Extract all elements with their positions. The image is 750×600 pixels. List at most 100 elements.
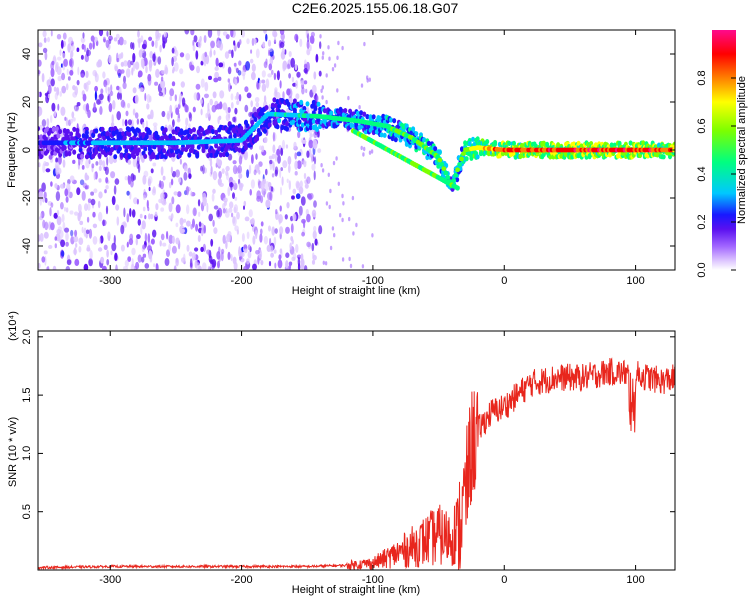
spectrogram-noise-cell — [66, 259, 72, 266]
spectrogram-noise-cell — [294, 171, 298, 176]
spectrogram-band-cell — [39, 134, 44, 140]
spectrogram-band-cell — [196, 144, 201, 150]
spectrogram-noise-cell — [279, 205, 282, 212]
spectrogram-noise-cell — [310, 153, 314, 163]
spectrogram-noise-cell — [217, 30, 221, 37]
spectrogram-band-cell — [122, 135, 127, 141]
colorbar-tick-label: 0.8 — [696, 70, 708, 85]
spectrogram-noise-cell — [160, 233, 165, 241]
spectrogram-noise-cell — [122, 221, 126, 227]
spectrogram-noise-cell — [210, 165, 213, 175]
spectrogram-noise-cell — [255, 48, 260, 59]
spectrogram-band-cell — [485, 139, 490, 145]
spectrogram-band-cell — [217, 146, 222, 152]
spectrogram-noise-cell — [113, 185, 117, 195]
spectrogram-noise-cell — [296, 151, 302, 157]
spectrogram-noise-cell — [62, 32, 67, 40]
spectrogram-noise-cell — [175, 222, 179, 228]
spectrogram-noise-cell — [233, 62, 237, 67]
spectrogram-band-cell — [378, 116, 382, 122]
spectrogram-noise-cell — [110, 90, 114, 96]
spectrogram-noise-cell — [250, 100, 253, 108]
spectrogram-noise-cell — [98, 159, 103, 166]
spectrogram-noise-cell — [206, 108, 211, 118]
spectrogram-noise-cell — [285, 144, 289, 149]
spectrogram-noise-cell — [160, 76, 164, 82]
snr-x-tick-label: 100 — [626, 574, 644, 586]
spectrogram-band-cell — [253, 116, 258, 122]
spectrogram-noise-cell — [174, 94, 177, 102]
spectrogram-y-tick-label: 20 — [21, 96, 33, 108]
spectrogram-noise-cell — [136, 118, 140, 125]
spectrogram-noise-cell — [144, 263, 150, 269]
spectrogram-band-cell — [264, 105, 269, 111]
spectrogram-band-cell — [100, 126, 105, 132]
spectrogram-noise-cell — [114, 252, 118, 261]
spectrogram-band-cell — [65, 128, 70, 134]
spectrogram-noise-cell — [95, 161, 99, 166]
spectrogram-band-cell — [179, 129, 184, 136]
spectrogram-noise-cell — [195, 223, 199, 232]
spectrogram-noise-cell — [112, 100, 116, 110]
spectrogram-band-cell — [239, 128, 244, 134]
spectrogram-noise-cell — [92, 223, 98, 229]
spectrogram-noise-cell — [285, 260, 289, 269]
spectrogram-noise-cell — [225, 165, 230, 172]
spectrogram-band-cell — [292, 107, 297, 113]
spectrogram-noise-cell — [220, 251, 224, 262]
spectrogram-noise-cell — [269, 57, 274, 65]
spectrogram-noise-cell — [258, 161, 263, 167]
spectrogram-ridge-cell — [459, 156, 464, 162]
spectrogram-band-cell — [218, 152, 223, 158]
spectrogram-noise-cell — [267, 73, 273, 78]
spectrogram-noise-cell — [157, 33, 162, 38]
spectrogram-noise-cell — [147, 73, 152, 82]
spectrogram-noise-cell — [148, 36, 153, 41]
spectrogram-noise-cell — [179, 158, 182, 165]
spectrogram-noise-cell — [93, 36, 98, 42]
spectrogram-band-cell — [426, 140, 431, 146]
spectrogram-band-cell — [285, 126, 289, 132]
spectrogram-band-cell — [45, 126, 50, 132]
spectrogram-band-cell — [147, 129, 152, 135]
spectrogram-noise-cell — [210, 40, 216, 49]
spectrogram-noise-cell — [193, 35, 198, 43]
spectrogram-noise-cell — [185, 105, 189, 113]
spectrogram-noise-cell — [306, 176, 311, 184]
spectrogram-noise-cell — [268, 225, 271, 232]
spectrogram-noise-cell — [189, 64, 195, 71]
spectrogram-noise-cell — [207, 30, 213, 38]
spectrogram-noise-cell — [313, 156, 317, 165]
spectrogram-noise-cell — [259, 195, 264, 204]
spectrogram-noise-cell — [309, 44, 312, 52]
spectrogram-band-cell — [382, 132, 387, 138]
spectrogram-noise-cell — [273, 72, 277, 81]
spectrogram-noise-cell — [98, 191, 103, 199]
spectrogram-noise-cell — [70, 236, 75, 245]
spectrogram-noise-cell — [290, 215, 294, 222]
spectrogram-noise-cell — [181, 97, 186, 107]
spectrogram-noise-cell — [124, 119, 128, 127]
spectrogram-noise-cell — [238, 173, 243, 179]
spectrogram-noise-cell — [139, 151, 142, 160]
spectrogram-noise-cell — [90, 191, 94, 196]
spectrogram-noise-cell — [120, 224, 125, 235]
spectrogram-noise-cell — [328, 56, 331, 61]
spectrogram-band-cell — [105, 131, 110, 137]
spectrogram-noise-cell — [296, 181, 301, 191]
spectrogram-noise-cell — [105, 185, 109, 190]
spectrogram-noise-cell — [106, 156, 109, 166]
spectrogram-noise-cell — [113, 234, 116, 245]
spectrogram-noise-cell — [65, 232, 69, 242]
snr-y-multiplier: (x10⁴) — [7, 311, 19, 341]
spectrogram-noise-cell — [175, 169, 181, 178]
spectrogram-noise-cell — [92, 236, 98, 245]
spectrogram-noise-cell — [54, 236, 58, 241]
spectrogram-noise-cell — [281, 47, 285, 55]
spectrogram-noise-cell — [238, 94, 242, 102]
spectrogram-band-cell — [62, 145, 67, 151]
spectrogram-noise-cell — [144, 232, 148, 242]
spectrogram-band-cell — [192, 127, 196, 133]
spectrogram-band-cell — [464, 156, 469, 162]
spectrogram-noise-cell — [259, 233, 263, 243]
